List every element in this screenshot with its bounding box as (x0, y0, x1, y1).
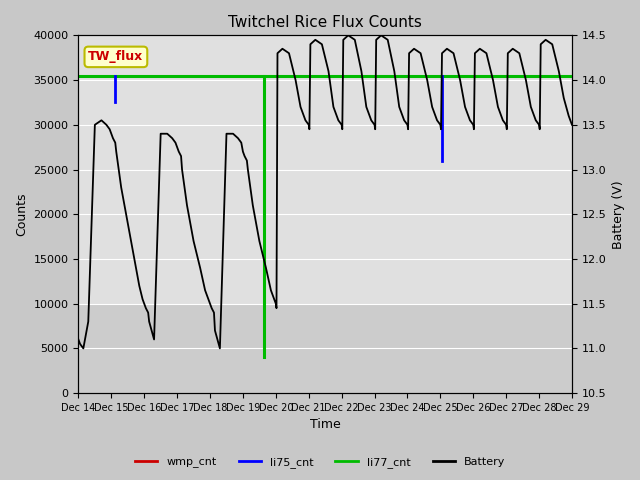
Y-axis label: Battery (V): Battery (V) (612, 180, 625, 249)
Legend: wmp_cnt, li75_cnt, li77_cnt, Battery: wmp_cnt, li75_cnt, li77_cnt, Battery (131, 452, 509, 472)
Bar (79, 36, 572, 304)
X-axis label: Time: Time (310, 419, 340, 432)
Text: TW_flux: TW_flux (88, 50, 143, 63)
Y-axis label: Counts: Counts (15, 192, 28, 236)
Title: Twitchel Rice Flux Counts: Twitchel Rice Flux Counts (228, 15, 422, 30)
